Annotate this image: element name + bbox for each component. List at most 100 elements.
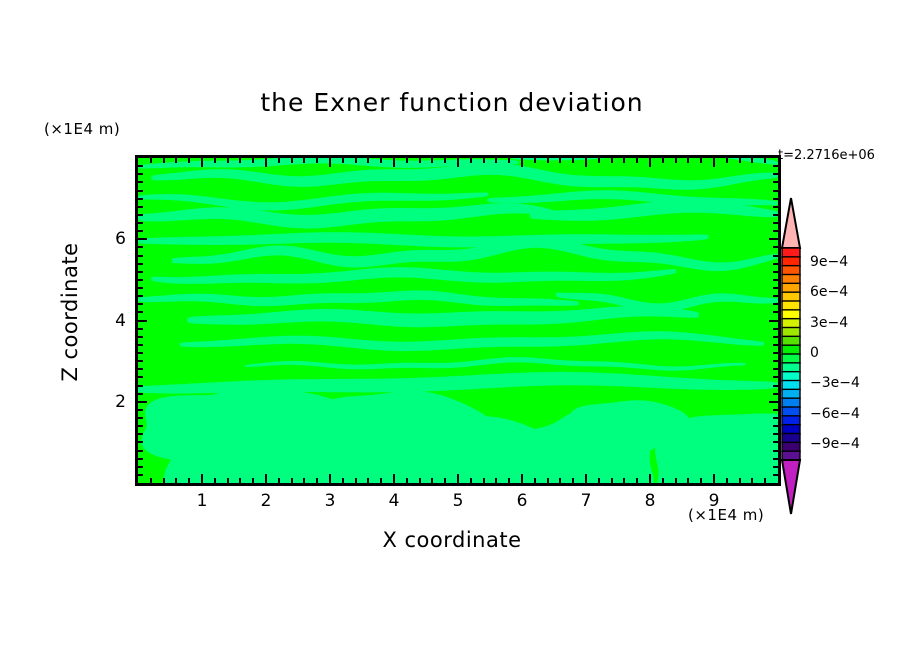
x-tick-minor-top — [674, 158, 677, 163]
y-tick-minor-right — [773, 417, 778, 419]
y-tick-minor — [138, 270, 143, 273]
colorbar-band — [781, 415, 801, 426]
colorbar-tick-label: −3e−4 — [810, 375, 860, 392]
colorbar-tick-label: 3e−4 — [810, 314, 849, 331]
y-tick-minor — [138, 181, 143, 184]
y-axis-title: Z coordinate — [58, 242, 82, 382]
colorbar-band — [781, 326, 801, 338]
x-tick-minor-top — [610, 158, 613, 163]
contour-band — [138, 371, 778, 394]
x-tick-minor-top — [700, 158, 703, 163]
y-tick-minor — [138, 376, 143, 379]
y-tick-minor — [138, 230, 143, 233]
y-tick-minor-right — [773, 376, 778, 379]
x-tick-minor-top — [175, 158, 178, 163]
y-tick-minor-right — [773, 189, 778, 192]
y-tick-minor-right — [773, 352, 778, 354]
colorbar-band — [781, 379, 801, 391]
x-tick-minor-top — [725, 158, 728, 163]
contour-band — [151, 267, 677, 284]
x-tick-minor — [303, 478, 306, 483]
y-tick-minor-right — [773, 465, 778, 468]
x-tick-minor — [469, 478, 472, 483]
contour-band — [187, 306, 699, 328]
x-tick-minor-top — [226, 158, 229, 163]
x-tick-major — [265, 474, 267, 483]
x-tick-minor-top — [661, 158, 664, 163]
x-tick-major-top — [713, 158, 715, 167]
colorbar-band — [781, 344, 801, 356]
x-tick-minor-top — [277, 158, 280, 163]
y-tick-minor — [138, 425, 143, 428]
y-tick-minor-right — [773, 408, 778, 411]
y-tick-minor — [138, 173, 143, 176]
x-axis-unit-label: (×1E4 m) — [688, 506, 765, 524]
x-tick-label: 4 — [388, 491, 400, 511]
x-tick-minor — [149, 478, 152, 483]
contour-band — [555, 292, 778, 313]
y-tick-major-right — [769, 400, 778, 403]
x-tick-minor — [610, 478, 613, 483]
x-tick-minor — [636, 478, 639, 483]
y-tick-minor — [138, 360, 143, 363]
x-tick-minor-top — [687, 158, 690, 163]
x-tick-minor-top — [508, 158, 511, 163]
x-tick-label: 5 — [452, 491, 464, 511]
contour-band — [180, 331, 764, 352]
colorbar-over-cap — [780, 197, 802, 249]
y-tick-minor — [138, 222, 143, 224]
x-tick-minor-top — [316, 158, 319, 163]
x-tick-minor — [444, 478, 447, 483]
contour-band — [138, 290, 579, 307]
y-tick-minor — [138, 433, 143, 436]
x-tick-minor-top — [213, 158, 216, 163]
y-tick-minor — [138, 473, 143, 476]
x-tick-minor — [661, 478, 664, 483]
colorbar-band — [781, 273, 801, 285]
x-tick-minor — [188, 478, 191, 483]
x-tick-minor — [213, 478, 216, 483]
colorbar-tick-label: 6e−4 — [810, 284, 849, 301]
y-tick-minor-right — [773, 165, 778, 168]
y-tick-minor-right — [773, 197, 778, 200]
y-tick-minor — [138, 295, 143, 298]
y-tick-minor — [138, 311, 143, 314]
x-tick-minor — [277, 478, 280, 483]
x-tick-minor-top — [623, 158, 626, 163]
y-tick-minor — [138, 457, 143, 460]
time-annotation: t=2.2716e+06 — [778, 148, 875, 163]
y-tick-minor-right — [773, 473, 778, 476]
x-tick-label: 1 — [196, 491, 208, 511]
contour-band — [529, 200, 778, 221]
y-tick-minor-right — [773, 287, 778, 289]
colorbar-tick-label: 9e−4 — [810, 254, 849, 271]
y-tick-major — [138, 319, 147, 322]
contour-band — [711, 452, 778, 483]
x-tick-minor-top — [559, 158, 562, 163]
y-tick-minor-right — [773, 205, 778, 208]
x-tick-minor — [687, 478, 690, 483]
x-tick-minor — [764, 478, 767, 483]
x-tick-major-top — [521, 158, 523, 167]
colorbar-band — [781, 353, 801, 365]
contour-field — [138, 158, 778, 483]
x-tick-minor — [226, 478, 229, 483]
colorbar-band — [781, 362, 801, 373]
y-tick-minor — [138, 384, 143, 387]
x-tick-minor-top — [162, 158, 165, 163]
y-tick-minor — [138, 205, 143, 208]
y-tick-major-right — [769, 319, 778, 322]
y-tick-minor — [138, 165, 143, 168]
x-tick-minor-top — [444, 158, 447, 163]
x-tick-minor — [700, 478, 703, 483]
y-tick-minor-right — [773, 254, 778, 257]
x-tick-minor — [725, 478, 728, 483]
x-tick-minor — [367, 478, 370, 483]
x-tick-minor-top — [751, 158, 754, 163]
y-tick-minor-right — [773, 230, 778, 233]
y-tick-minor — [138, 197, 143, 200]
colorbar-scale — [780, 197, 802, 515]
x-tick-minor — [597, 478, 600, 483]
x-tick-minor-top — [354, 158, 357, 163]
y-tick-minor — [138, 441, 143, 444]
